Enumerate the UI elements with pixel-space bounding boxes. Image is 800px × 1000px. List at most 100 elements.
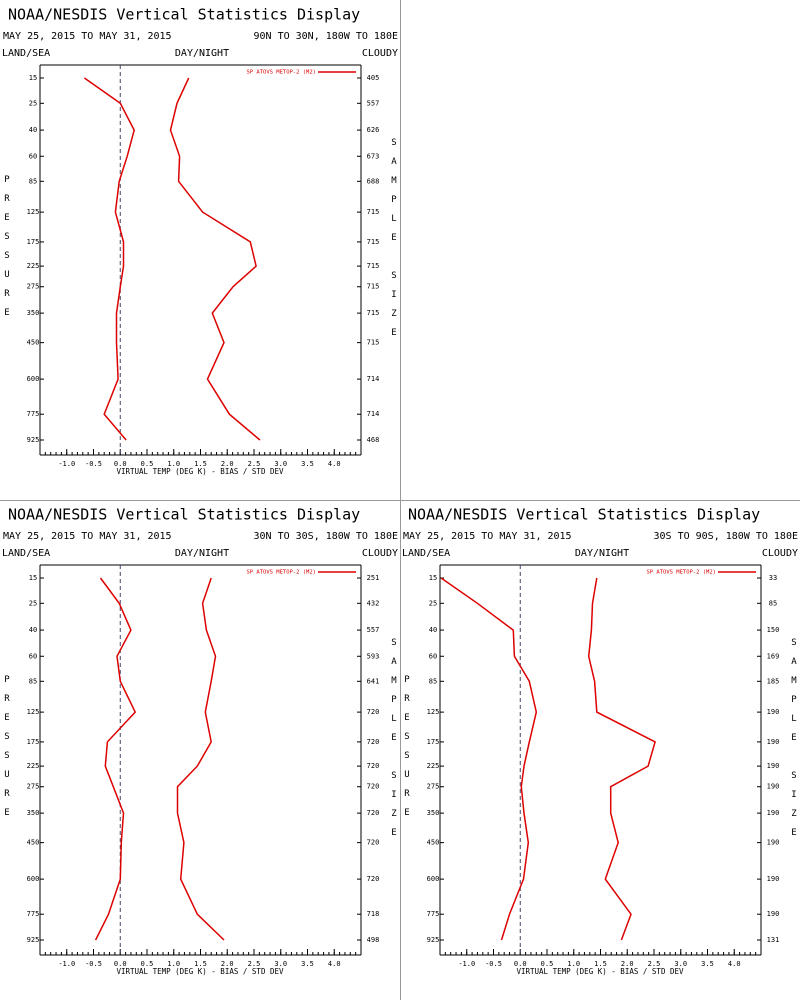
x-tick-label: 4.0 [728, 960, 741, 968]
y-tick-label: 60 [429, 652, 437, 660]
x-tick-label: -0.5 [85, 460, 102, 468]
sample-size: 720 [367, 839, 380, 847]
sample-size: 190 [767, 839, 780, 847]
divider [0, 500, 800, 501]
y-tick-label: 450 [27, 839, 40, 847]
sample-size: 85 [769, 599, 777, 607]
region: 30S TO 90S, 180W TO 180E [654, 531, 799, 542]
sample-size: 714 [367, 375, 380, 383]
y-tick-label: 125 [427, 708, 440, 716]
sample-size: 190 [767, 762, 780, 770]
y-tick-label: 15 [29, 574, 37, 582]
x-tick-label: 3.0 [674, 960, 687, 968]
x-axis-title: VIRTUAL TEMP (DEG K) - BIAS / STD DEV [116, 467, 284, 476]
chart: NOAA/NESDIS Vertical Statistics Display M… [402, 506, 799, 977]
y-tick-label: 775 [427, 910, 440, 918]
land-sea: LAND/SEA [2, 48, 50, 59]
x-tick-label: 3.5 [301, 960, 314, 968]
x-tick-label: 3.0 [274, 460, 287, 468]
y-tick-label: 275 [427, 783, 440, 791]
x-tick-label: -1.0 [458, 960, 475, 968]
y-tick-label: 40 [29, 626, 37, 634]
y-tick-label: 25 [29, 599, 37, 607]
y2-axis-title: SAMPLE SIZE [389, 138, 399, 347]
x-tick-label: 0.0 [114, 960, 127, 968]
x-tick-label: 2.0 [221, 460, 234, 468]
x-tick-label: 1.0 [167, 460, 180, 468]
profile-line [587, 577, 656, 941]
x-tick-label: 1.0 [567, 960, 580, 968]
sample-size: 626 [367, 126, 380, 134]
region: 30N TO 30S, 180W TO 180E [254, 531, 399, 542]
x-tick-label: 1.5 [194, 960, 207, 968]
sample-size: 715 [367, 262, 380, 270]
day-night: DAY/NIGHT [175, 48, 229, 59]
sample-size: 190 [767, 809, 780, 817]
y-tick-label: 60 [29, 152, 37, 160]
y-tick-label: 275 [27, 283, 40, 291]
y-axis-title: PRESSURE [402, 675, 412, 827]
y-tick-label: 15 [29, 74, 37, 82]
x-tick-label: 4.0 [328, 960, 341, 968]
y-tick-label: 175 [27, 238, 40, 246]
legend-label: SP ATOVS METOP-2 (M2) [646, 570, 716, 576]
x-tick-label: -0.5 [485, 960, 502, 968]
y-tick-label: 225 [27, 262, 40, 270]
x-tick-label: 2.5 [648, 960, 661, 968]
sample-size: 715 [367, 309, 380, 317]
y-tick-label: 15 [429, 574, 437, 582]
sample-size: 715 [367, 339, 380, 347]
y-tick-label: 85 [29, 677, 37, 685]
y-tick-label: 175 [427, 738, 440, 746]
x-tick-label: 2.0 [221, 960, 234, 968]
legend-label: SP ATOVS METOP-2 (M2) [246, 570, 316, 576]
sample-size: 432 [367, 599, 380, 607]
x-tick-label: 0.5 [541, 960, 554, 968]
sample-size: 720 [367, 875, 380, 883]
y-tick-label: 925 [427, 936, 440, 944]
cloudy: CLOUDY [362, 48, 398, 59]
sample-size: 190 [767, 738, 780, 746]
y-tick-label: 225 [427, 762, 440, 770]
sample-size: 185 [767, 677, 780, 685]
x-tick-label: -1.0 [58, 460, 75, 468]
profile-line [176, 577, 225, 941]
y-tick-label: 275 [27, 783, 40, 791]
date-range: MAY 25, 2015 TO MAY 31, 2015 [3, 31, 172, 42]
stats-panel: NOAA/NESDIS Vertical Statistics Display M… [0, 0, 400, 500]
y-tick-label: 775 [27, 410, 40, 418]
y-tick-label: 925 [27, 936, 40, 944]
x-axis-title: VIRTUAL TEMP (DEG K) - BIAS / STD DEV [116, 967, 284, 976]
x-tick-label: 1.5 [594, 960, 607, 968]
chart: NOAA/NESDIS Vertical Statistics Display M… [2, 6, 399, 477]
y-tick-label: 450 [27, 339, 40, 347]
y-tick-label: 25 [29, 99, 37, 107]
x-axis-title: VIRTUAL TEMP (DEG K) - BIAS / STD DEV [516, 967, 684, 976]
sample-size: 131 [767, 936, 780, 944]
sample-size: 468 [367, 436, 380, 444]
x-tick-label: 0.0 [114, 460, 127, 468]
y-tick-label: 60 [29, 652, 37, 660]
profile-line [83, 77, 135, 441]
stats-panel: NOAA/NESDIS Vertical Statistics Display M… [400, 500, 800, 1000]
x-tick-label: 0.0 [514, 960, 527, 968]
sample-size: 720 [367, 738, 380, 746]
sample-size: 498 [367, 936, 380, 944]
land-sea: LAND/SEA [2, 548, 50, 559]
y-tick-label: 450 [427, 839, 440, 847]
legend-label: SP ATOVS METOP-2 (M2) [246, 70, 316, 76]
sample-size: 190 [767, 708, 780, 716]
y-tick-label: 125 [27, 708, 40, 716]
x-tick-label: 3.5 [301, 460, 314, 468]
title: NOAA/NESDIS Vertical Statistics Display [408, 506, 760, 524]
sample-size: 641 [367, 677, 380, 685]
region: 90N TO 30N, 180W TO 180E [254, 31, 399, 42]
sample-size: 715 [367, 238, 380, 246]
sample-size: 718 [367, 910, 380, 918]
y-axis-title: PRESSURE [2, 675, 12, 827]
sample-size: 593 [367, 652, 380, 660]
x-tick-label: -1.0 [58, 960, 75, 968]
y-tick-label: 25 [429, 599, 437, 607]
x-tick-label: 3.0 [274, 960, 287, 968]
x-tick-label: 0.5 [141, 960, 154, 968]
